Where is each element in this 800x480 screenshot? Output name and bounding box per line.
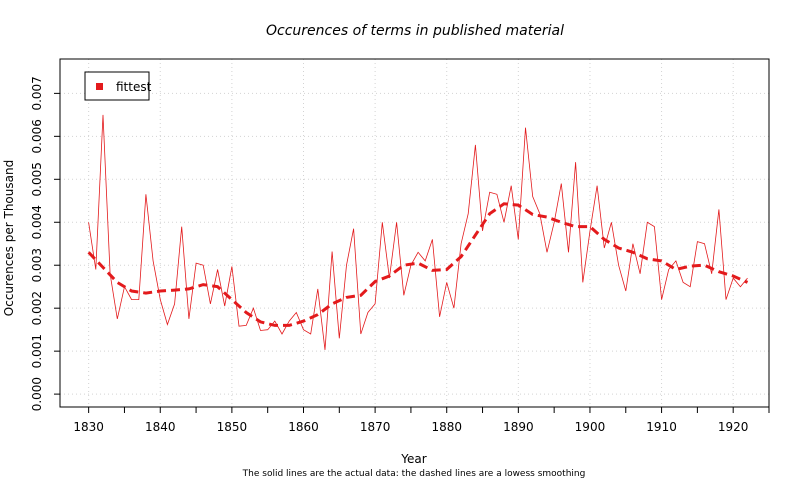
x-tick-label: 1900 — [575, 420, 606, 434]
x-axis: 1830 1840 1850 1860 1870 1880 1890 1900 1910 1920 — [73, 407, 770, 434]
y-tick-label: 0.004 — [30, 205, 44, 239]
plot-frame — [59, 58, 770, 408]
legend-swatch-fittest — [96, 83, 103, 90]
x-tick-label: 1880 — [431, 420, 462, 434]
x-tick-label: 1890 — [503, 420, 534, 434]
x-tick-label: 1860 — [288, 420, 319, 434]
series-layer — [87, 114, 749, 350]
y-tick-label: 0.002 — [30, 291, 44, 325]
y-axis: 0.000 0.001 0.002 0.003 0.004 0.005 0.006 0.007 — [30, 76, 60, 411]
x-tick-label: 1830 — [73, 420, 104, 434]
x-tick-label: 1870 — [360, 420, 391, 434]
x-tick-label: 1840 — [145, 420, 176, 434]
y-tick-label: 0.000 — [30, 377, 44, 411]
x-tick-label: 1850 — [217, 420, 248, 434]
x-tick-label: 1910 — [646, 420, 677, 434]
series-line-actual — [88, 114, 748, 350]
y-tick-label: 0.006 — [30, 119, 44, 153]
x-axis-label: Year — [400, 452, 426, 466]
legend-label-fittest: fittest — [116, 80, 152, 94]
y-tick-label: 0.007 — [30, 76, 44, 110]
legend: fittest — [84, 71, 152, 101]
chart-title: Occurences of terms in published materia… — [266, 23, 564, 39]
x-tick-label: 1920 — [718, 420, 749, 434]
y-tick-label: 0.001 — [30, 334, 44, 368]
y-tick-label: 0.005 — [30, 162, 44, 196]
y-tick-label: 0.003 — [30, 248, 44, 282]
y-axis-label: Occurences per Thousand — [2, 160, 16, 316]
chart-caption: The solid lines are the actual data: the… — [242, 469, 586, 479]
legend-box — [84, 71, 150, 101]
